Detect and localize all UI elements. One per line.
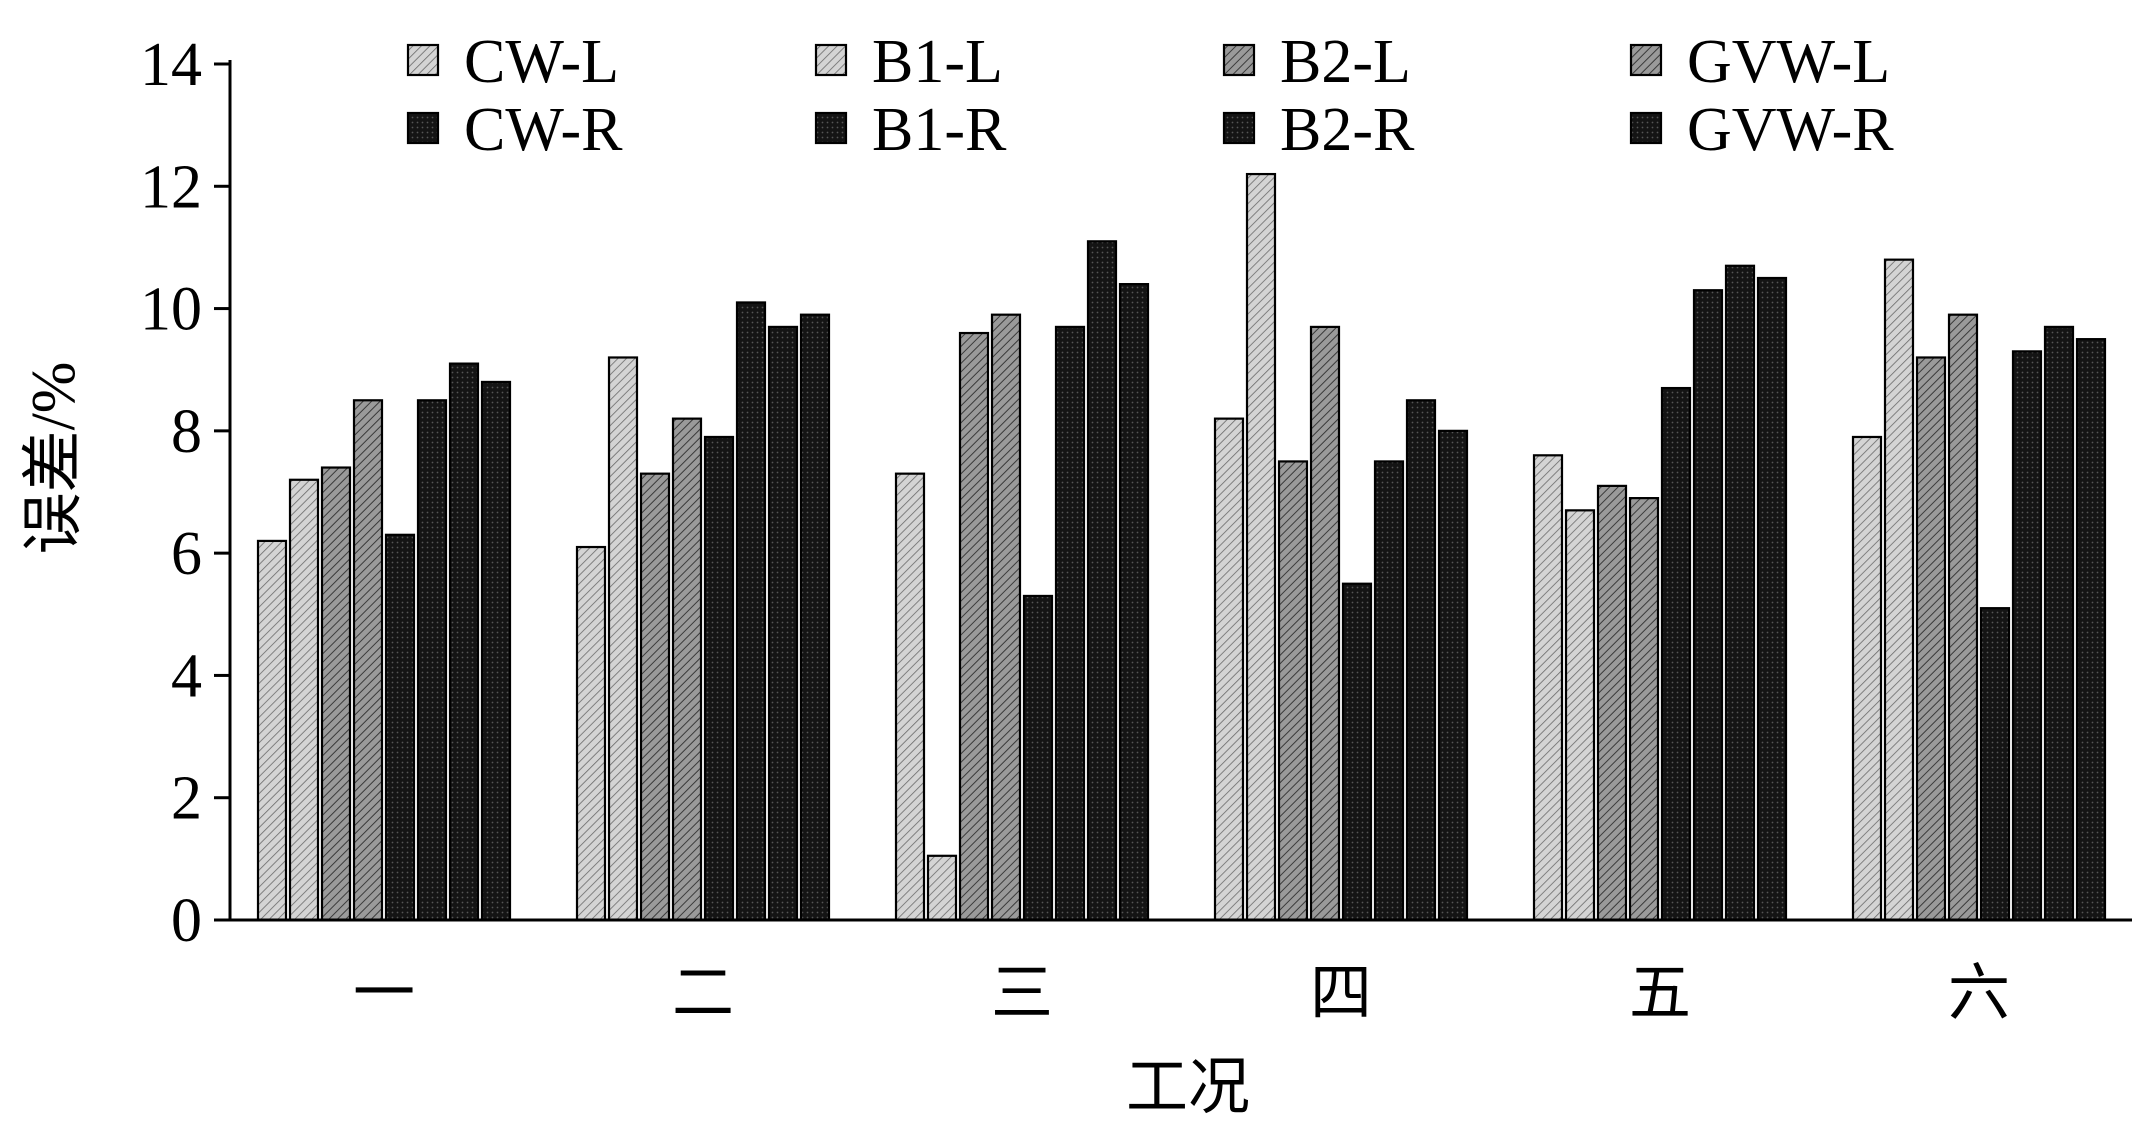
- x-axis-title: 工况: [1126, 1054, 1250, 1122]
- bar-b1-l-2: [607, 356, 639, 922]
- bar-b2-l-3: [958, 331, 990, 922]
- bar-b1-r-3: [1054, 325, 1086, 922]
- legend-label-b2-r: B2-R: [1280, 96, 1415, 164]
- y-tick-label: 0: [171, 887, 202, 955]
- bar-b2-r-5: [1724, 264, 1756, 922]
- bar-cw-l-5: [1532, 454, 1564, 922]
- bar-gvw-l-5: [1628, 497, 1660, 922]
- legend-swatch-gvw-l: [1629, 43, 1663, 77]
- bar-b2-r-4: [1405, 399, 1437, 922]
- bar-cw-r-3: [1022, 594, 1054, 922]
- bar-b2-r-6: [2043, 325, 2075, 922]
- bar-b2-l-6: [1915, 356, 1947, 922]
- y-tick-label: 8: [171, 398, 202, 466]
- legend-label-cw-r: CW-R: [464, 96, 623, 164]
- bar-b1-r-5: [1692, 289, 1724, 922]
- bar-gvw-l-2: [671, 417, 703, 922]
- bar-cw-l-3: [894, 472, 926, 922]
- x-tick-label: 二: [672, 960, 734, 1028]
- legend-label-b2-l: B2-L: [1280, 28, 1411, 96]
- x-tick-label: 四: [1310, 960, 1372, 1028]
- y-tick-label: 4: [171, 642, 202, 710]
- legend: CW-L B1-L B2-L GVW-L CW-R B1-R B2-R GVW-R: [406, 28, 1894, 164]
- legend-label-cw-l: CW-L: [464, 28, 619, 96]
- bar-gvw-r-5: [1756, 276, 1788, 922]
- bar-cw-r-6: [1979, 607, 2011, 922]
- y-tick-label: 12: [140, 153, 202, 221]
- x-tick-label: 一: [353, 960, 415, 1028]
- legend-swatch-b2-r: [1222, 111, 1256, 145]
- x-tick-label: 五: [1629, 960, 1691, 1028]
- bar-b1-r-6: [2011, 350, 2043, 922]
- bar-cw-l-1: [256, 539, 288, 922]
- bar-cw-r-1: [384, 533, 416, 922]
- legend-label-gvw-l: GVW-L: [1687, 28, 1890, 96]
- plot-area: [256, 172, 2107, 922]
- bar-b1-l-1: [288, 478, 320, 922]
- legend-label-b1-l: B1-L: [872, 28, 1003, 96]
- legend-swatch-b2-l: [1222, 43, 1256, 77]
- legend-swatch-gvw-r: [1629, 111, 1663, 145]
- y-tick-label: 6: [171, 520, 202, 588]
- bar-cw-r-2: [703, 435, 735, 922]
- bar-cw-l-6: [1851, 435, 1883, 922]
- bar-gvw-l-3: [990, 313, 1022, 922]
- bar-b1-l-5: [1564, 509, 1596, 922]
- bar-cw-r-5: [1660, 386, 1692, 922]
- bar-b2-l-5: [1596, 484, 1628, 922]
- bar-gvw-r-4: [1437, 429, 1469, 922]
- bar-b1-r-1: [416, 399, 448, 922]
- bar-b1-r-2: [735, 301, 767, 922]
- bar-b2-l-4: [1277, 460, 1309, 922]
- y-tick-label: 2: [171, 765, 202, 833]
- legend-swatch-b1-r: [814, 111, 848, 145]
- x-tick-label: 三: [991, 960, 1053, 1028]
- legend-label-b1-r: B1-R: [872, 96, 1007, 164]
- legend-swatch-b1-l: [814, 43, 848, 77]
- x-tick-label: 六: [1948, 960, 2010, 1028]
- bar-b1-r-4: [1373, 460, 1405, 922]
- bar-b2-r-2: [767, 325, 799, 922]
- bar-cw-l-2: [575, 545, 607, 922]
- legend-swatch-cw-r: [406, 111, 440, 145]
- bar-b1-l-6: [1883, 258, 1915, 922]
- bar-cw-r-4: [1341, 582, 1373, 922]
- bar-b2-l-1: [320, 466, 352, 922]
- bar-b1-l-4: [1245, 172, 1277, 922]
- bar-gvw-r-1: [480, 380, 512, 922]
- y-tick-label: 14: [140, 31, 202, 99]
- bar-b1-l-3: [926, 854, 958, 922]
- bar-b2-l-2: [639, 472, 671, 922]
- bar-b2-r-1: [448, 362, 480, 922]
- bar-gvw-r-6: [2075, 338, 2107, 922]
- axes: 一 二 三 四 五 六 0 2 4 6 8 10 12 14: [140, 31, 2132, 1028]
- y-tick-label: 10: [140, 276, 202, 344]
- bar-gvw-l-4: [1309, 325, 1341, 922]
- legend-swatch-cw-l: [406, 43, 440, 77]
- bar-gvw-l-1: [352, 399, 384, 922]
- y-axis-title: 误差/%: [20, 362, 88, 555]
- bar-gvw-l-6: [1947, 313, 1979, 922]
- legend-label-gvw-r: GVW-R: [1687, 96, 1894, 164]
- bar-cw-l-4: [1213, 417, 1245, 922]
- bar-gvw-r-2: [799, 313, 831, 922]
- bar-gvw-r-3: [1118, 283, 1150, 922]
- bar-b2-r-3: [1086, 240, 1118, 922]
